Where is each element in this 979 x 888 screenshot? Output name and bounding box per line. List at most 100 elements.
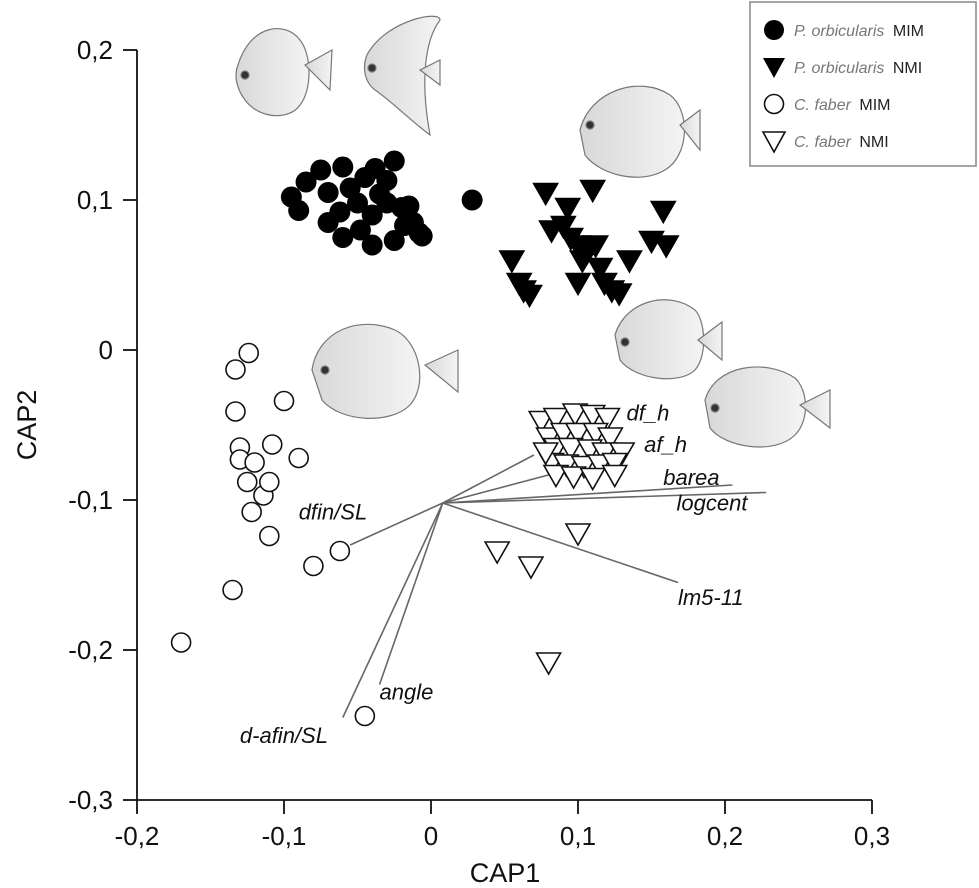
data-point xyxy=(303,555,324,577)
y-tick-label: 0,2 xyxy=(77,35,113,65)
data-point xyxy=(258,525,280,547)
vector-label: df_h xyxy=(627,401,670,426)
data-point xyxy=(517,556,545,580)
data-point xyxy=(288,200,310,221)
data-point xyxy=(317,182,339,203)
fish-illustration-4 xyxy=(614,299,723,380)
vector-line xyxy=(378,502,444,685)
data-point xyxy=(560,466,587,490)
series-open-triangle xyxy=(483,403,636,676)
data-point xyxy=(329,540,351,562)
data-point xyxy=(483,541,511,565)
legend-group: MIM xyxy=(859,97,890,114)
vector-label: barea xyxy=(663,465,719,490)
data-point xyxy=(376,170,398,191)
x-tick-label: -0,1 xyxy=(262,821,307,851)
fish-illustration-1 xyxy=(235,27,333,117)
legend-box xyxy=(749,1,977,167)
x-axis-label: CAP1 xyxy=(470,858,541,888)
data-point xyxy=(498,250,526,274)
data-point xyxy=(532,182,560,207)
legend-group: NMI xyxy=(893,60,922,77)
svg-text:C. faber NMI: C. faber NMI xyxy=(794,134,889,151)
data-point xyxy=(332,156,354,178)
legend-species: P. orbicularis xyxy=(794,60,884,77)
legend-species: C. faber xyxy=(794,97,852,114)
data-point xyxy=(582,235,610,259)
data-point xyxy=(652,235,680,259)
svg-text:P. orbicularis NMI: P. orbicularis NMI xyxy=(794,60,922,77)
fish-illustration-2 xyxy=(364,15,441,137)
data-point xyxy=(329,201,351,223)
vector-label: logcent xyxy=(676,491,748,516)
legend-species: C. faber xyxy=(794,134,852,151)
data-point xyxy=(616,250,643,274)
data-point xyxy=(594,407,621,432)
y-tick-label: -0,1 xyxy=(68,485,113,515)
legend: P. orbicularis MIM P. orbicularis NMI C.… xyxy=(749,1,977,167)
data-point xyxy=(561,403,589,427)
data-point xyxy=(258,471,280,493)
data-point xyxy=(244,452,265,473)
data-point xyxy=(542,464,570,489)
y-ticks: 0,2 0,1 0 -0,1 -0,2 -0,3 xyxy=(68,35,137,815)
vector-line xyxy=(442,491,767,504)
fish-illustration-5 xyxy=(704,366,831,448)
data-point xyxy=(554,197,582,222)
data-point xyxy=(601,452,629,477)
legend-entry-c-faber-nmi: C. faber NMI xyxy=(761,131,889,154)
y-axis-label: CAP2 xyxy=(12,390,42,461)
y-tick-label: 0 xyxy=(99,335,113,365)
x-tick-label: 0 xyxy=(424,821,438,851)
data-point xyxy=(557,437,585,462)
data-point xyxy=(261,434,283,455)
vector-label: lm5-11 xyxy=(678,585,744,610)
x-tick-label: 0,1 xyxy=(560,821,596,851)
legend-entry-p-orbicularis-mim: P. orbicularis MIM xyxy=(764,20,924,40)
vector-label: af_h xyxy=(644,432,687,457)
data-point xyxy=(349,219,371,241)
y-tick-label: 0,1 xyxy=(77,185,113,215)
fish-illustration-3 xyxy=(579,85,701,178)
vector-line xyxy=(442,472,557,504)
series-filled-triangle xyxy=(498,179,680,309)
data-point xyxy=(411,225,433,247)
legend-entry-c-faber-mim: C. faber MIM xyxy=(763,93,890,115)
data-point xyxy=(398,195,420,217)
vector-line xyxy=(342,502,444,718)
data-point xyxy=(564,272,592,297)
data-point xyxy=(586,257,614,282)
data-point xyxy=(241,501,262,523)
data-point xyxy=(361,234,383,256)
data-points xyxy=(170,150,680,727)
data-point xyxy=(236,471,258,493)
data-point xyxy=(605,283,633,307)
data-point xyxy=(527,410,555,435)
vector-label: dfin/SL xyxy=(299,500,368,525)
data-point xyxy=(601,464,629,489)
y-tick-label: -0,3 xyxy=(68,785,113,815)
legend-marker-filled-circle xyxy=(764,20,784,40)
data-point xyxy=(579,179,607,204)
x-tick-label: 0,2 xyxy=(707,821,743,851)
fish-illustration-6 xyxy=(311,323,459,419)
data-point xyxy=(535,652,562,676)
data-point xyxy=(170,632,192,653)
legend-marker-open-triangle xyxy=(761,131,787,154)
data-point xyxy=(354,705,376,727)
data-point xyxy=(579,467,607,492)
data-point xyxy=(383,150,405,172)
data-point xyxy=(225,359,246,380)
data-point xyxy=(564,422,592,447)
data-point xyxy=(295,171,317,193)
legend-group: NMI xyxy=(859,134,888,151)
data-point xyxy=(542,407,570,432)
data-point xyxy=(332,227,354,248)
data-point xyxy=(461,189,483,211)
data-point xyxy=(549,215,577,240)
vector-label: angle xyxy=(380,680,434,705)
svg-text:P. orbicularis MIM: P. orbicularis MIM xyxy=(794,23,924,40)
vector-line xyxy=(442,502,679,584)
